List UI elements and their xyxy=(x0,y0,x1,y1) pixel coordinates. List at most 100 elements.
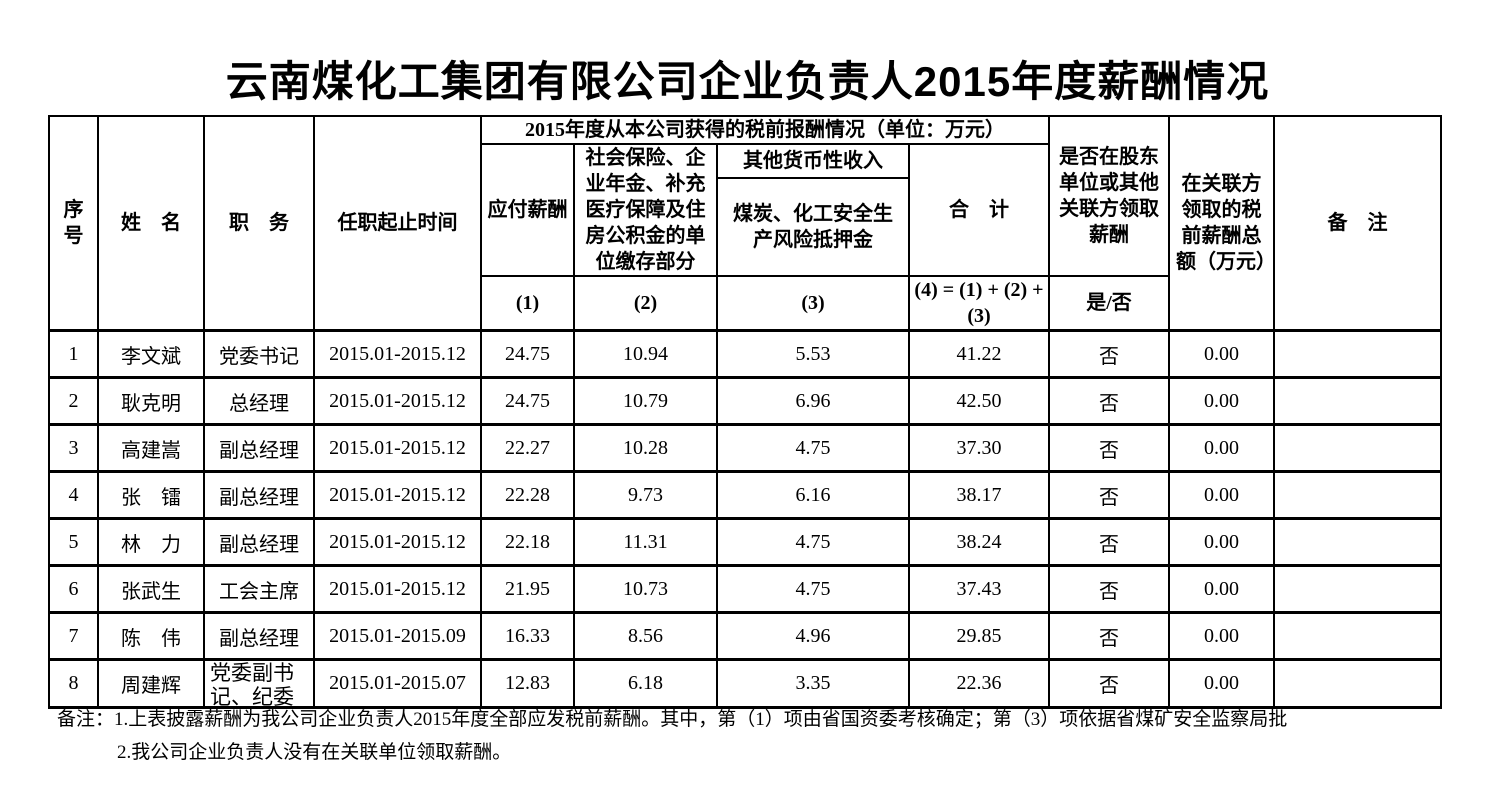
header-col-term: 任职起止时间 xyxy=(313,115,482,332)
cell-related: 否 xyxy=(1048,470,1170,520)
header-col-other-sub: 煤炭、化工安全生产风险抵押金 xyxy=(716,177,910,277)
cell-term: 2015.01-2015.07 xyxy=(313,658,482,709)
footnote-line-2: 2.我公司企业负责人没有在关联单位领取薪酬。 xyxy=(117,742,512,763)
cell-social: 8.56 xyxy=(573,611,718,661)
cell-related: 否 xyxy=(1048,611,1170,661)
cell-position: 党委副书记、纪委 xyxy=(203,658,315,709)
cell-total: 37.30 xyxy=(908,423,1050,473)
cell-payable: 24.75 xyxy=(480,329,575,379)
cell-total: 29.85 xyxy=(908,611,1050,661)
cell-related: 否 xyxy=(1048,423,1170,473)
header-row-subnumbers: (1) (2) (3) (4) = (1) + (2) + (3) 是/否 xyxy=(49,275,1441,332)
cell-total: 38.24 xyxy=(908,517,1050,567)
cell-name: 高建嵩 xyxy=(97,423,205,473)
cell-term: 2015.01-2015.12 xyxy=(313,470,482,520)
cell-name: 李文斌 xyxy=(97,329,205,379)
header-col-remark: 备 注 xyxy=(1273,115,1442,332)
cell-related: 否 xyxy=(1048,517,1170,567)
table-header: 序号 姓 名 职 务 任职起止时间 2015年度从本公司获得的税前报酬情况（单位… xyxy=(48,115,1442,332)
cell-social: 10.94 xyxy=(573,329,718,379)
cell-remark xyxy=(1273,423,1442,473)
cell-remark xyxy=(1273,517,1442,567)
cell-remark xyxy=(1273,564,1442,614)
cell-position: 总经理 xyxy=(203,376,315,426)
header-row-other-sub: 煤炭、化工安全生产风险抵押金 xyxy=(49,177,1441,277)
cell-no: 4 xyxy=(48,470,99,520)
cell-payable: 21.95 xyxy=(480,564,575,614)
cell-remark xyxy=(1273,658,1442,709)
cell-social: 10.73 xyxy=(573,564,718,614)
header-group-pretax: 2015年度从本公司获得的税前报酬情况（单位：万元） xyxy=(480,115,1050,145)
cell-total: 42.50 xyxy=(908,376,1050,426)
cell-name: 张 镭 xyxy=(97,470,205,520)
cell-name: 耿克明 xyxy=(97,376,205,426)
cell-name: 林 力 xyxy=(97,517,205,567)
cell-payable: 12.83 xyxy=(480,658,575,709)
header-sub-3: (3) xyxy=(716,275,910,332)
cell-related-amount: 0.00 xyxy=(1168,658,1275,709)
cell-related-amount: 0.00 xyxy=(1168,517,1275,567)
cell-other: 3.35 xyxy=(716,658,910,709)
cell-related-amount: 0.00 xyxy=(1168,376,1275,426)
cell-related: 否 xyxy=(1048,329,1170,379)
header-col-related: 是否在股东单位或其他关联方领取薪酬 xyxy=(1048,115,1170,277)
cell-term: 2015.01-2015.12 xyxy=(313,517,482,567)
cell-term: 2015.01-2015.09 xyxy=(313,611,482,661)
table-body: 1 李文斌 党委书记 2015.01-2015.12 24.75 10.94 5… xyxy=(48,329,1442,709)
cell-remark xyxy=(1273,470,1442,520)
header-col-name: 姓 名 xyxy=(97,115,205,332)
header-col-position: 职 务 xyxy=(203,115,315,332)
header-col-total: 合 计 xyxy=(908,143,1050,277)
table-row: 8 周建辉 党委副书记、纪委 2015.01-2015.07 12.83 6.1… xyxy=(48,658,1442,709)
cell-no: 8 xyxy=(48,658,99,709)
cell-other: 6.96 xyxy=(716,376,910,426)
cell-payable: 22.28 xyxy=(480,470,575,520)
cell-term: 2015.01-2015.12 xyxy=(313,564,482,614)
cell-no: 2 xyxy=(48,376,99,426)
cell-name: 陈 伟 xyxy=(97,611,205,661)
footnote-line-1: 备注：1.上表披露薪酬为我公司企业负责人2015年度全部应发税前薪酬。其中，第（… xyxy=(57,703,1495,736)
cell-total: 22.36 xyxy=(908,658,1050,709)
cell-social: 11.31 xyxy=(573,517,718,567)
table-row: 2 耿克明 总经理 2015.01-2015.12 24.75 10.79 6.… xyxy=(48,376,1442,426)
table-row: 3 高建嵩 副总经理 2015.01-2015.12 22.27 10.28 4… xyxy=(48,423,1442,473)
cell-other: 4.96 xyxy=(716,611,910,661)
header-col-related-amount: 在关联方领取的税前薪酬总额（万元） xyxy=(1168,115,1275,332)
cell-name: 张武生 xyxy=(97,564,205,614)
header-row-main: 应付薪酬 社会保险、企业年金、补充医疗保障及住房公积金的单位缴存部分 其他货币性… xyxy=(49,142,1441,277)
cell-position: 副总经理 xyxy=(203,611,315,661)
cell-total: 41.22 xyxy=(908,329,1050,379)
cell-other: 6.16 xyxy=(716,470,910,520)
table-row: 5 林 力 副总经理 2015.01-2015.12 22.18 11.31 4… xyxy=(48,517,1442,567)
cell-other: 4.75 xyxy=(716,564,910,614)
header-sub-1: (1) xyxy=(480,275,575,332)
cell-payable: 16.33 xyxy=(480,611,575,661)
table-row: 6 张武生 工会主席 2015.01-2015.12 21.95 10.73 4… xyxy=(48,564,1442,614)
cell-other: 4.75 xyxy=(716,423,910,473)
cell-total: 37.43 xyxy=(908,564,1050,614)
footnote-text-1: 1.上表披露薪酬为我公司企业负责人2015年度全部应发税前薪酬。其中，第（1）项… xyxy=(114,709,1288,730)
cell-related-amount: 0.00 xyxy=(1168,611,1275,661)
cell-position: 党委书记 xyxy=(203,329,315,379)
table-row: 1 李文斌 党委书记 2015.01-2015.12 24.75 10.94 5… xyxy=(48,329,1442,379)
cell-payable: 22.27 xyxy=(480,423,575,473)
cell-payable: 22.18 xyxy=(480,517,575,567)
cell-name: 周建辉 xyxy=(97,658,205,709)
cell-related: 否 xyxy=(1048,376,1170,426)
cell-related: 否 xyxy=(1048,658,1170,709)
cell-social: 9.73 xyxy=(573,470,718,520)
footnote-label: 备注： xyxy=(57,709,115,730)
cell-related-amount: 0.00 xyxy=(1168,329,1275,379)
cell-term: 2015.01-2015.12 xyxy=(313,423,482,473)
clipped-position-text: 党委副书记、纪委 xyxy=(210,661,294,706)
cell-related: 否 xyxy=(1048,564,1170,614)
cell-no: 1 xyxy=(48,329,99,379)
cell-remark xyxy=(1273,376,1442,426)
cell-no: 7 xyxy=(48,611,99,661)
salary-table: 序号 姓 名 职 务 任职起止时间 2015年度从本公司获得的税前报酬情况（单位… xyxy=(48,115,1442,709)
cell-social: 10.28 xyxy=(573,423,718,473)
cell-position: 工会主席 xyxy=(203,564,315,614)
cell-remark xyxy=(1273,611,1442,661)
header-sub-2: (2) xyxy=(573,275,718,332)
